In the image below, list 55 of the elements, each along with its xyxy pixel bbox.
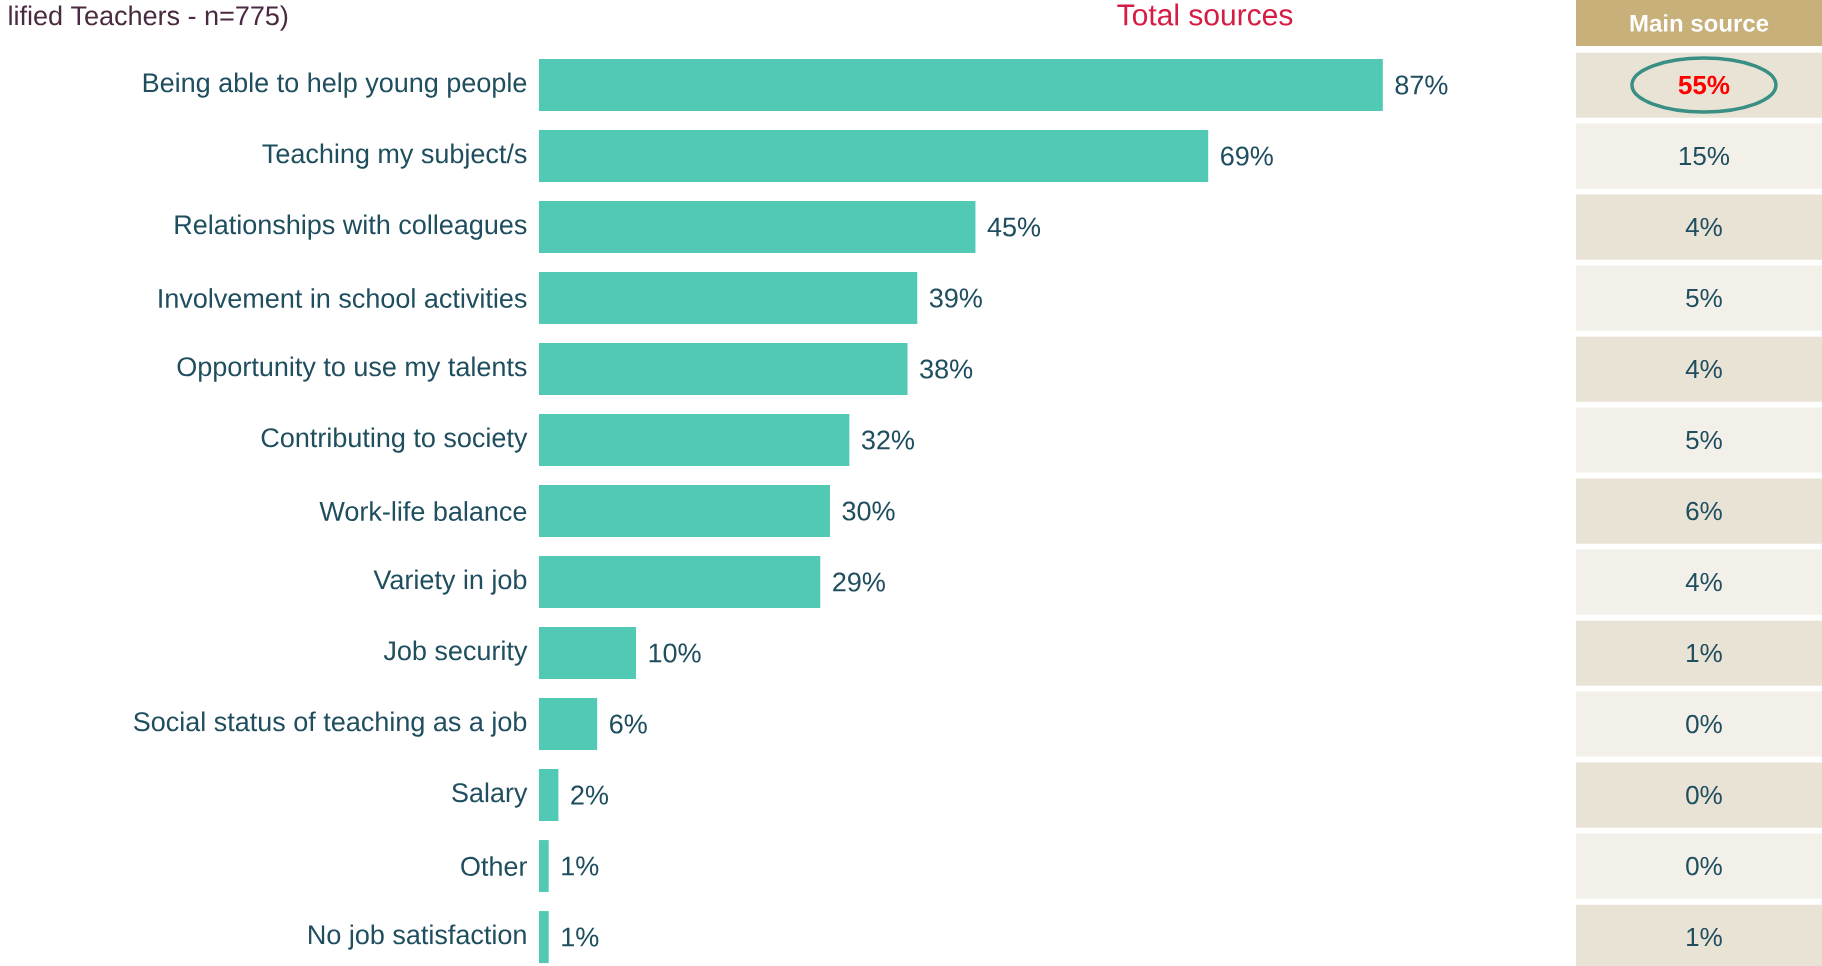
bar <box>539 414 850 467</box>
y-tick-label: Teaching my subject/s <box>262 143 527 169</box>
data-label: 30% <box>842 501 895 521</box>
bar <box>539 130 1209 183</box>
data-label: 2% <box>571 785 608 805</box>
bar <box>539 485 830 538</box>
data-label: 45% <box>987 217 1041 237</box>
y-tick-label: Job security <box>383 640 528 666</box>
text: lified Teachers - n=775) <box>9 5 288 31</box>
data-label: 38% <box>920 359 973 379</box>
bar <box>539 840 549 893</box>
y-tick-label: No job satisfaction <box>309 924 526 950</box>
y-tick-label: Other <box>461 856 528 876</box>
y-tick-label: Relationships with colleagues <box>175 214 527 240</box>
bar <box>539 627 636 680</box>
y-tick-label: Social status of teaching as a job <box>133 711 527 737</box>
bar <box>539 698 598 751</box>
text: 0% <box>1686 785 1722 805</box>
bar <box>539 911 549 964</box>
data-label: 10% <box>649 643 701 663</box>
data-label: 69% <box>1221 146 1273 166</box>
bar <box>539 769 559 822</box>
y-tick-label: Work-life balance <box>319 501 527 521</box>
y-tick-label: Opportunity to use my talents <box>177 356 527 382</box>
bar <box>539 59 1383 112</box>
text: 4% <box>1685 217 1722 237</box>
data-label: 6% <box>610 714 647 734</box>
y-tick-label: Contributing to society <box>261 427 528 453</box>
text: 0% <box>1686 714 1722 734</box>
text: 5% <box>1686 288 1722 308</box>
data-label: 1% <box>562 856 599 876</box>
text: Main source <box>1630 14 1769 32</box>
text: 0% <box>1686 856 1722 876</box>
y-tick-label: Variety in job <box>373 569 527 595</box>
bar <box>539 343 908 396</box>
data-label: 87% <box>1395 75 1448 95</box>
text: 15% <box>1679 146 1730 166</box>
bar <box>539 201 976 254</box>
bar <box>539 272 918 325</box>
text: 1% <box>1687 643 1722 663</box>
text: 5% <box>1686 430 1722 450</box>
data-label: 32% <box>861 430 914 450</box>
y-tick-label: Being able to help young people <box>143 72 527 98</box>
text: 4% <box>1685 359 1722 379</box>
chart-title: Total sources <box>1117 3 1293 26</box>
text: 6% <box>1686 501 1722 521</box>
text: 55% <box>1678 75 1730 95</box>
y-tick-label: Involvement in school activities <box>159 288 527 308</box>
data-label: 29% <box>833 572 885 592</box>
data-label: 39% <box>929 288 982 308</box>
text: 1% <box>1687 927 1722 947</box>
data-label: 1% <box>562 927 599 947</box>
y-tick-label: Salary <box>452 782 528 808</box>
bar <box>539 556 821 609</box>
text: 4% <box>1685 572 1722 592</box>
